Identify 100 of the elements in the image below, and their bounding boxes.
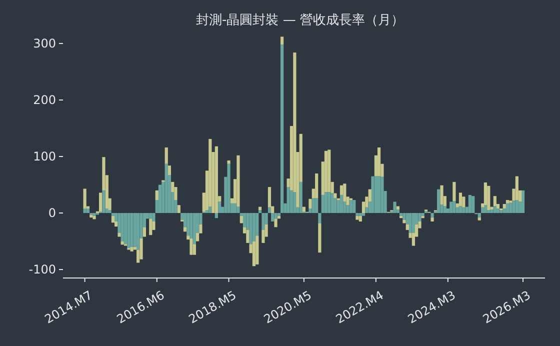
bar <box>274 218 278 228</box>
bar <box>186 213 190 236</box>
bar <box>487 186 490 210</box>
bar <box>321 194 324 214</box>
bar <box>155 190 158 200</box>
y-tick-label: -100 <box>28 262 56 277</box>
bar <box>149 218 152 236</box>
bar <box>140 238 143 260</box>
bar <box>318 213 322 224</box>
bar <box>380 176 384 214</box>
bar <box>362 213 366 216</box>
bar <box>127 213 130 248</box>
bar <box>458 192 462 206</box>
bar <box>340 194 344 214</box>
bar <box>496 208 500 214</box>
bar <box>252 213 256 242</box>
bar <box>130 246 134 252</box>
bar <box>462 207 466 214</box>
bar <box>349 200 352 214</box>
bar <box>481 207 484 214</box>
bar <box>328 150 331 192</box>
bar <box>280 44 284 214</box>
bar <box>158 184 162 214</box>
bar <box>315 198 318 214</box>
bar <box>136 213 140 250</box>
bar <box>493 196 496 206</box>
bar <box>190 238 193 255</box>
bar <box>227 160 230 164</box>
bar <box>418 213 422 222</box>
bar <box>293 192 296 214</box>
bar <box>236 155 240 207</box>
bar <box>205 210 209 214</box>
bar <box>262 213 265 230</box>
bar <box>149 213 152 219</box>
bar <box>312 198 315 214</box>
bar <box>208 206 212 214</box>
y-tick-label: 300 <box>33 36 56 50</box>
bar <box>315 173 318 198</box>
bar <box>437 189 440 214</box>
bar <box>468 194 472 214</box>
bar <box>374 176 378 214</box>
bar <box>430 218 434 222</box>
bar <box>218 202 222 214</box>
bar <box>371 176 374 214</box>
bar <box>299 182 302 214</box>
bar <box>271 213 274 222</box>
bar <box>352 200 356 214</box>
bar <box>120 213 124 242</box>
bar <box>192 213 196 244</box>
bar <box>124 213 128 244</box>
bar <box>111 216 115 223</box>
bar <box>452 201 456 214</box>
bar <box>286 187 290 214</box>
bar <box>164 164 168 214</box>
bar <box>512 200 516 214</box>
bar <box>274 213 278 219</box>
bar <box>396 206 400 210</box>
bar <box>358 213 362 216</box>
bar <box>324 150 328 192</box>
bar <box>478 213 481 218</box>
bar <box>118 232 121 237</box>
bar <box>506 200 510 204</box>
bar <box>240 216 243 224</box>
bar <box>393 202 396 214</box>
bar <box>86 208 90 214</box>
bar <box>500 210 503 214</box>
bar <box>168 166 171 176</box>
bar <box>452 182 456 202</box>
bar <box>268 207 272 214</box>
bar <box>377 147 381 176</box>
bar <box>356 213 359 216</box>
bar <box>450 202 453 214</box>
bar <box>356 216 359 220</box>
bar <box>233 203 237 214</box>
bar <box>506 203 510 214</box>
bar <box>183 227 187 232</box>
chart-title: 封測-晶圓封裝 — 營收成長率（月） <box>196 12 404 28</box>
bar <box>318 223 322 253</box>
bar <box>440 185 444 205</box>
bar <box>214 146 218 214</box>
bar <box>92 213 96 216</box>
bar <box>493 206 496 214</box>
bar <box>108 210 112 214</box>
bar <box>92 216 96 220</box>
bar <box>142 227 146 237</box>
bar <box>472 196 475 214</box>
bar <box>249 213 252 244</box>
y-tick-label: 200 <box>33 92 56 107</box>
bar <box>83 208 86 214</box>
bar <box>277 213 281 216</box>
bar <box>258 210 262 214</box>
bar <box>402 220 406 224</box>
bar <box>102 190 106 214</box>
bar <box>242 213 246 228</box>
bar <box>399 213 403 216</box>
bar <box>443 206 446 214</box>
bar <box>214 213 218 218</box>
bar <box>308 198 312 208</box>
bar <box>90 214 93 218</box>
bar <box>412 213 416 233</box>
